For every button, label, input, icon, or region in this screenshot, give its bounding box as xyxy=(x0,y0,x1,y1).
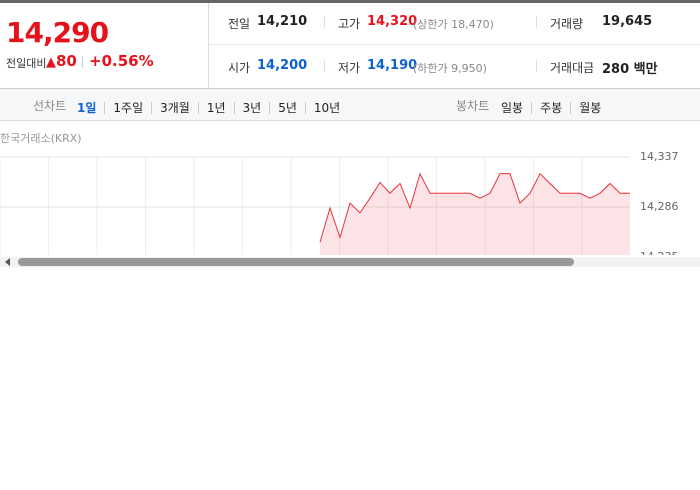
divider xyxy=(208,3,209,88)
change-value: 80 xyxy=(56,52,77,70)
stat-label: 고가 xyxy=(338,17,361,31)
stat-value: 19,645 xyxy=(602,14,653,29)
stat-extra: (상한가 18,470) xyxy=(413,18,494,31)
change-rate: +0.56% xyxy=(89,52,154,70)
stat-extra: (하한가 9,950) xyxy=(413,62,487,75)
stat-value: 14,210 xyxy=(257,14,308,29)
tab[interactable]: 10년 xyxy=(304,102,348,114)
tab-bar xyxy=(0,88,700,121)
change-label: 전일대비 xyxy=(6,57,47,70)
source: 한국거래소(KRX) xyxy=(0,132,82,145)
scroll-thumb[interactable] xyxy=(18,258,574,266)
top-bar xyxy=(0,0,700,3)
divider xyxy=(324,60,325,72)
stat-label: 시가 xyxy=(228,61,251,75)
y-tick-label: 14,337 xyxy=(640,150,679,163)
stat-value: 14,200 xyxy=(257,58,308,73)
tab[interactable]: 1주일 xyxy=(104,102,151,114)
stat-label: 저가 xyxy=(338,61,361,75)
stat-label: 거래대금 xyxy=(550,61,595,75)
tab[interactable]: 1일 xyxy=(77,101,97,115)
tab[interactable]: 3년 xyxy=(233,102,270,114)
stat-value: 280 백만 xyxy=(602,62,658,77)
y-tick-label: 14,235 xyxy=(640,250,679,263)
candle-tabs: 일봉 주봉 월봉 xyxy=(493,97,609,116)
stat-label: 전일 xyxy=(228,17,251,31)
divider xyxy=(82,56,83,68)
tab[interactable]: 5년 xyxy=(269,102,305,114)
tab[interactable]: 일봉 xyxy=(501,101,524,115)
tab[interactable]: 주봉 xyxy=(531,102,570,114)
price-line xyxy=(319,172,630,243)
y-tick-label: 14,286 xyxy=(640,200,679,213)
up-icon: ▲ xyxy=(46,55,56,70)
area-fill xyxy=(320,173,630,255)
stat-label: 거래량 xyxy=(550,17,584,31)
divider xyxy=(324,16,325,28)
tab[interactable]: 1년 xyxy=(197,102,234,114)
stat-value: 14,320 xyxy=(367,14,418,29)
tab[interactable]: 3개월 xyxy=(151,102,198,114)
divider xyxy=(536,60,537,72)
line-tabs: 1일 1주일 3개월 1년 3년 5년 10년 xyxy=(69,97,348,116)
tab[interactable]: 월봉 xyxy=(570,102,609,114)
change: ▲80 xyxy=(46,52,77,70)
divider xyxy=(536,16,537,28)
chart: 14,337 14,286 14,235 xyxy=(0,150,700,267)
candle-chart-label: 봉차트 xyxy=(456,99,490,113)
current-price: 14,290 xyxy=(6,16,109,49)
scroll-arrow[interactable] xyxy=(5,258,10,266)
divider xyxy=(209,44,700,45)
line-chart-label: 선차트 xyxy=(33,99,67,113)
stat-value: 14,190 xyxy=(367,58,418,73)
